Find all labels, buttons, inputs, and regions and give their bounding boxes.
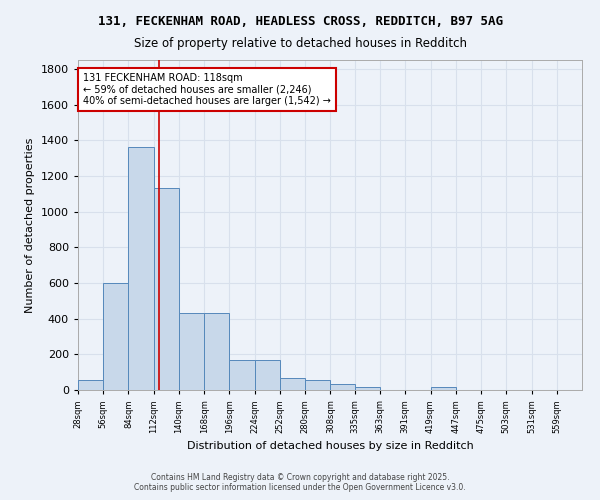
Bar	[154, 188, 179, 390]
Bar	[280, 378, 305, 390]
X-axis label: Distribution of detached houses by size in Redditch: Distribution of detached houses by size …	[187, 442, 473, 452]
Bar	[128, 148, 154, 390]
Bar	[255, 360, 280, 390]
Text: 131, FECKENHAM ROAD, HEADLESS CROSS, REDDITCH, B97 5AG: 131, FECKENHAM ROAD, HEADLESS CROSS, RED…	[97, 15, 503, 28]
Bar	[103, 283, 128, 390]
Bar	[431, 388, 456, 390]
Y-axis label: Number of detached properties: Number of detached properties	[25, 138, 35, 312]
Bar	[229, 360, 255, 390]
Text: 131 FECKENHAM ROAD: 118sqm
← 59% of detached houses are smaller (2,246)
40% of s: 131 FECKENHAM ROAD: 118sqm ← 59% of deta…	[83, 73, 331, 106]
Bar	[78, 380, 103, 390]
Text: Size of property relative to detached houses in Redditch: Size of property relative to detached ho…	[133, 38, 467, 51]
Bar	[305, 380, 331, 390]
Bar	[179, 314, 204, 390]
Bar	[204, 314, 229, 390]
Text: Contains HM Land Registry data © Crown copyright and database right 2025.
Contai: Contains HM Land Registry data © Crown c…	[134, 473, 466, 492]
Bar	[355, 388, 380, 390]
Bar	[331, 384, 355, 390]
